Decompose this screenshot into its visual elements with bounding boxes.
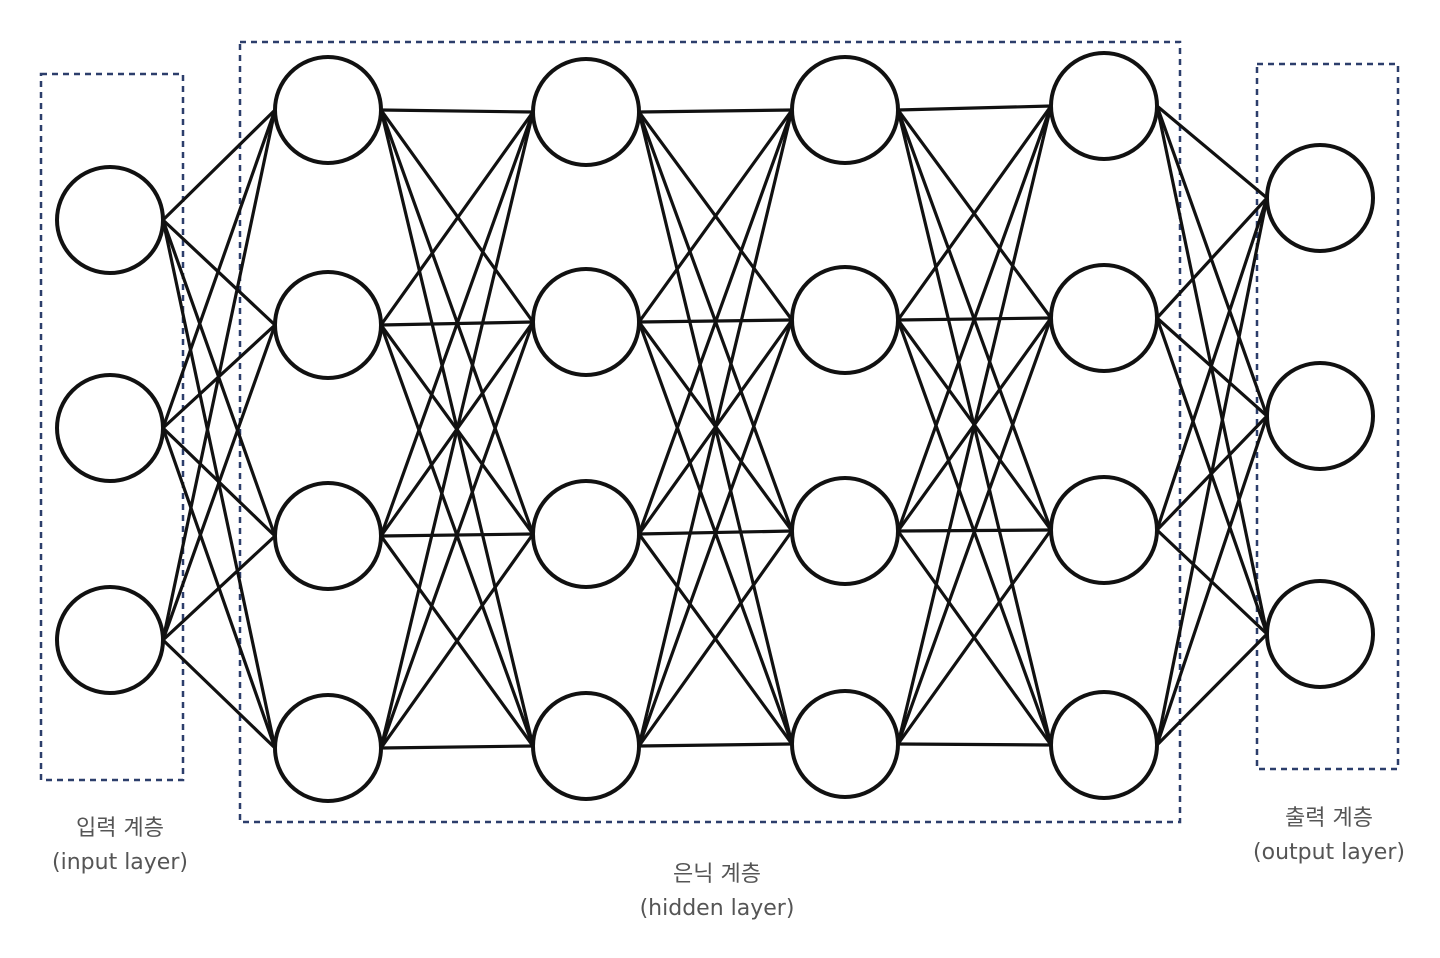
hidden-layer-subtitle: (hidden layer)	[639, 896, 795, 921]
connection-edge	[1155, 104, 1269, 636]
connection-edge	[1155, 196, 1269, 532]
connection-edge	[896, 104, 1053, 746]
connection-edge	[896, 528, 1053, 746]
output-layer-box	[1255, 62, 1400, 771]
hidden-node-3-4	[790, 689, 900, 799]
connection-edge	[379, 744, 535, 750]
connection-edge	[161, 323, 277, 642]
connection-edge	[161, 108, 277, 642]
connection-edge	[637, 742, 794, 748]
hidden-node-4-1	[1049, 51, 1159, 161]
connection-edge	[161, 108, 277, 222]
hidden-node-1-3	[273, 481, 383, 591]
hidden-node-2-1	[531, 57, 641, 167]
hidden-node-4-2	[1049, 263, 1159, 373]
hidden-node-4-3	[1049, 475, 1159, 585]
hidden-node-3-2	[790, 265, 900, 375]
hidden-node-2-3	[531, 479, 641, 589]
hidden-layer-box	[238, 40, 1182, 824]
connection-edge	[896, 104, 1053, 112]
connection-edge	[637, 108, 794, 114]
connection-edge	[379, 110, 535, 538]
hidden-node-1-2	[273, 270, 383, 380]
output-node-1	[1265, 143, 1375, 253]
connection-edge	[896, 104, 1053, 533]
input-layer-caption: 입력 계층 (input layer)	[52, 812, 188, 880]
input-layer-title: 입력 계층	[76, 816, 164, 841]
output-layer-subtitle: (output layer)	[1253, 840, 1405, 865]
connection-edge	[161, 108, 277, 430]
connection-edge	[1155, 414, 1269, 747]
output-node-2	[1265, 361, 1375, 471]
connection-edge	[1155, 104, 1269, 418]
connection-edge	[379, 532, 535, 750]
connection-edge	[161, 534, 277, 642]
connection-edge	[379, 110, 535, 327]
connection-edge	[896, 104, 1053, 322]
neurons	[55, 51, 1375, 803]
hidden-node-2-4	[531, 691, 641, 801]
input-node-1	[55, 165, 165, 275]
connection-edge	[637, 108, 794, 536]
hidden-layer-caption: 은닉 계층 (hidden layer)	[640, 858, 795, 926]
output-layer-caption: 출력 계층 (output layer)	[1253, 802, 1405, 870]
hidden-layer-title: 은닉 계층	[673, 862, 761, 887]
connection-edge	[161, 638, 277, 750]
input-layer-box	[39, 72, 185, 782]
input-layer-subtitle: (input layer)	[52, 850, 188, 875]
connection-edge	[637, 318, 794, 748]
connection-edge	[896, 742, 1053, 747]
connection-edge	[896, 316, 1053, 746]
hidden-node-3-1	[790, 55, 900, 165]
connection-edge	[637, 108, 794, 748]
hidden-node-4-4	[1049, 690, 1159, 800]
input-node-2	[55, 373, 165, 483]
output-node-3	[1265, 579, 1375, 689]
hidden-node-3-3	[790, 476, 900, 586]
connection-edge	[1155, 632, 1269, 747]
connection-edge	[1155, 196, 1269, 320]
connection-edge	[379, 110, 535, 750]
output-layer-title: 출력 계층	[1285, 806, 1373, 831]
hidden-node-2-2	[531, 267, 641, 377]
connection-edge	[637, 108, 794, 324]
connection-edge	[379, 320, 535, 750]
connection-edge	[1155, 104, 1269, 200]
connection-edge	[637, 529, 794, 748]
hidden-node-1-4	[273, 693, 383, 803]
connections	[161, 104, 1269, 750]
input-node-3	[55, 585, 165, 695]
connection-edge	[379, 108, 535, 114]
connection-edge	[1155, 196, 1269, 747]
hidden-node-1-1	[273, 55, 383, 165]
